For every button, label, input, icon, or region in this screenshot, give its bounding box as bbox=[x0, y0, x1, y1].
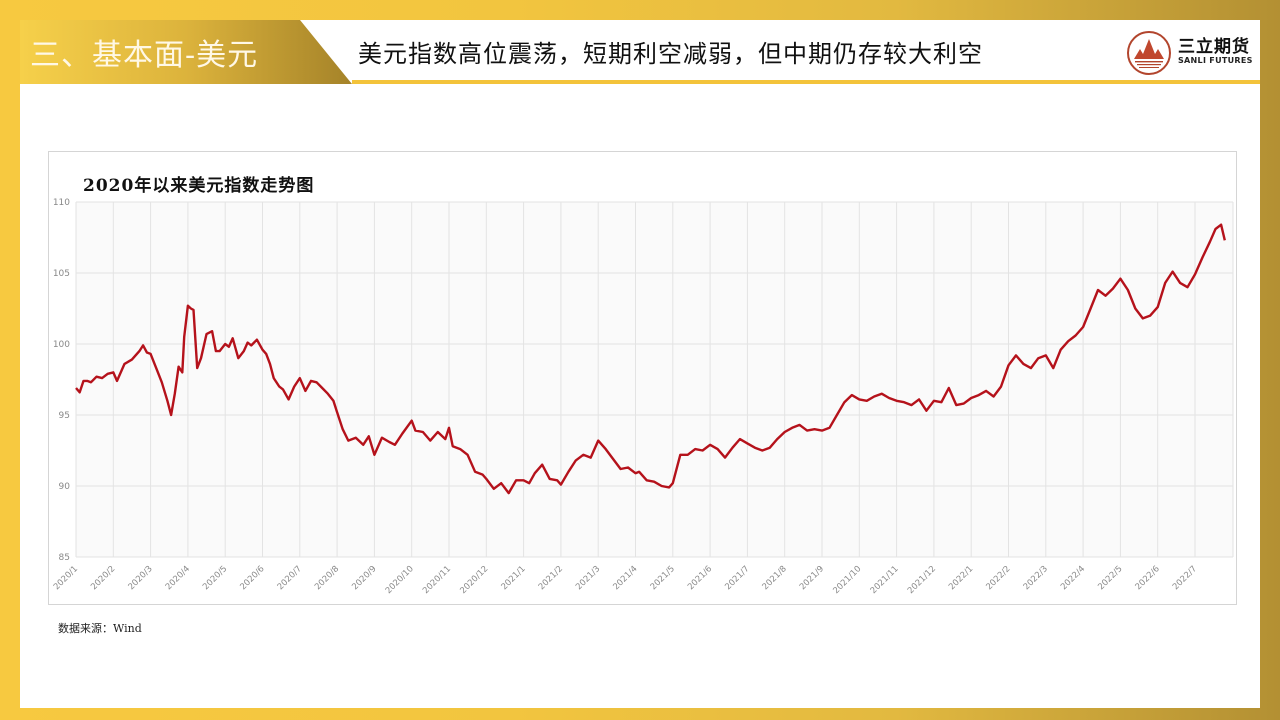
x-tick-label: 2021/9 bbox=[798, 564, 826, 592]
x-tick-label: 2020/4 bbox=[164, 564, 192, 592]
logo-text-en: SANLI FUTURES bbox=[1178, 56, 1253, 65]
chart-title: 2020年以来美元指数走势图 bbox=[83, 176, 315, 196]
x-tick-label: 2022/5 bbox=[1096, 564, 1124, 592]
x-tick-label: 2022/7 bbox=[1171, 564, 1199, 592]
x-tick-label: 2022/3 bbox=[1022, 564, 1050, 592]
x-tick-label: 2021/3 bbox=[574, 564, 602, 592]
plot-area bbox=[76, 202, 1233, 557]
section-tab bbox=[20, 20, 352, 84]
y-tick-label: 85 bbox=[59, 553, 70, 563]
x-tick-label: 2021/2 bbox=[537, 564, 565, 592]
section-title: 三、基本面-美元 bbox=[30, 38, 259, 73]
slide: 三、基本面-美元 美元指数高位震荡，短期利空减弱，但中期仍存较大利空 三立期货 … bbox=[20, 20, 1260, 708]
line-chart: 2020/1 2020/2 2020/3 2020/4 2020/5 2020/6 2020… bbox=[52, 198, 1234, 596]
x-tick-label: 2020/2 bbox=[89, 564, 117, 592]
x-tick-label: 2020/10 bbox=[384, 564, 416, 596]
headline: 美元指数高位震荡，短期利空减弱，但中期仍存较大利空 bbox=[358, 40, 983, 68]
y-tick-label: 105 bbox=[53, 269, 70, 279]
x-tick-label: 2021/10 bbox=[831, 564, 863, 596]
x-tick-label: 2020/8 bbox=[313, 564, 341, 592]
x-tick-label: 2020/7 bbox=[276, 564, 304, 592]
x-tick-label: 2020/5 bbox=[201, 564, 229, 592]
x-tick-label: 2022/6 bbox=[1134, 564, 1162, 592]
x-tick-label: 2020/11 bbox=[421, 564, 453, 596]
mountain-logo-icon bbox=[1127, 31, 1171, 75]
x-tick-label: 2020/6 bbox=[238, 564, 266, 592]
logo-text-cn: 三立期货 bbox=[1178, 37, 1250, 57]
x-tick-label: 2021/12 bbox=[906, 564, 938, 596]
x-tick-label: 2022/4 bbox=[1059, 564, 1087, 592]
x-tick-label: 2020/3 bbox=[127, 564, 155, 592]
x-tick-label: 2021/6 bbox=[686, 564, 714, 592]
y-tick-label: 110 bbox=[53, 198, 70, 208]
y-tick-label: 95 bbox=[59, 411, 70, 421]
data-source-note: 数据来源：Wind bbox=[58, 622, 142, 635]
x-tick-label: 2022/1 bbox=[947, 564, 975, 592]
x-tick-label: 2020/1 bbox=[52, 564, 80, 592]
chart-container: 2020年以来美元指数走势图 2020/1 2020/2 2020/3 2020/4 2… bbox=[48, 151, 1237, 605]
y-tick-label: 100 bbox=[53, 340, 70, 350]
x-tick-label: 2021/11 bbox=[869, 564, 901, 596]
company-logo: 三立期货 SANLI FUTURES bbox=[1126, 28, 1260, 78]
x-tick-label: 2021/8 bbox=[761, 564, 789, 592]
x-tick-label: 2020/12 bbox=[458, 564, 490, 596]
header-divider bbox=[352, 80, 1260, 84]
x-tick-label: 2021/4 bbox=[611, 564, 639, 592]
x-tick-label: 2022/2 bbox=[984, 564, 1012, 592]
dxy-line-series bbox=[75, 223, 1226, 495]
x-tick-label: 2021/5 bbox=[649, 564, 677, 592]
x-tick-label: 2021/1 bbox=[500, 564, 528, 592]
y-tick-label: 90 bbox=[59, 482, 71, 492]
x-tick-label: 2020/9 bbox=[350, 564, 378, 592]
slide-header: 三、基本面-美元 美元指数高位震荡，短期利空减弱，但中期仍存较大利空 三立期货 … bbox=[20, 20, 1260, 84]
x-tick-label: 2021/7 bbox=[723, 564, 751, 592]
